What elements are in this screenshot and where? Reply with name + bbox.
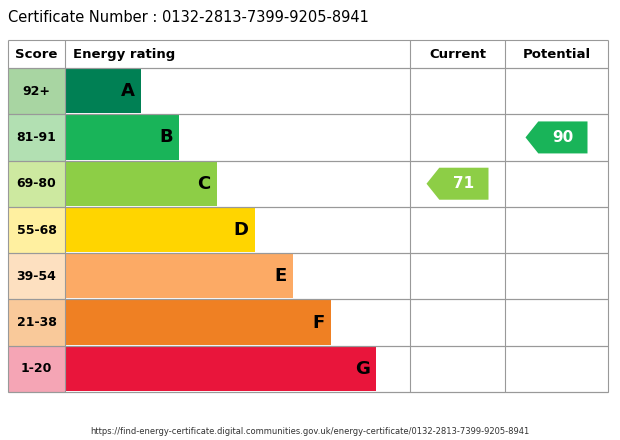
Text: F: F [312, 314, 325, 332]
Bar [65, 347, 376, 391]
Text: Current: Current [429, 48, 486, 61]
Bar [65, 254, 293, 298]
Bar [65, 208, 255, 252]
Bar [65, 301, 330, 345]
Text: E: E [275, 267, 286, 285]
Text: Score: Score [16, 48, 58, 61]
Text: G: G [355, 360, 370, 378]
Text: C: C [198, 175, 211, 193]
Text: 55-68: 55-68 [17, 224, 56, 237]
Bar [8, 253, 65, 300]
Text: 92+: 92+ [22, 84, 50, 98]
Text: 90: 90 [552, 130, 574, 145]
Text: B: B [159, 128, 173, 147]
Text: 81-91: 81-91 [17, 131, 56, 144]
Text: Potential: Potential [523, 48, 591, 61]
Text: Energy rating: Energy rating [73, 48, 175, 61]
Bar [65, 161, 217, 206]
Bar [8, 68, 65, 114]
Bar [65, 115, 179, 160]
Text: A: A [121, 82, 135, 100]
Text: 1-20: 1-20 [21, 363, 52, 375]
Bar [8, 161, 65, 207]
Text: 71: 71 [453, 176, 474, 191]
Text: Certificate Number : 0132-2813-7399-9205-8941: Certificate Number : 0132-2813-7399-9205… [8, 10, 369, 25]
Bar [8, 300, 65, 346]
Bar [8, 207, 65, 253]
Polygon shape [526, 121, 588, 154]
Text: 21-38: 21-38 [17, 316, 56, 329]
Bar [8, 346, 65, 392]
Text: D: D [234, 221, 249, 239]
Polygon shape [427, 168, 489, 200]
Text: 69-80: 69-80 [17, 177, 56, 190]
Bar [8, 114, 65, 161]
Bar [65, 69, 141, 113]
Text: 39-54: 39-54 [17, 270, 56, 283]
Text: https://find-energy-certificate.digital.communities.gov.uk/energy-certificate/01: https://find-energy-certificate.digital.… [91, 427, 529, 436]
